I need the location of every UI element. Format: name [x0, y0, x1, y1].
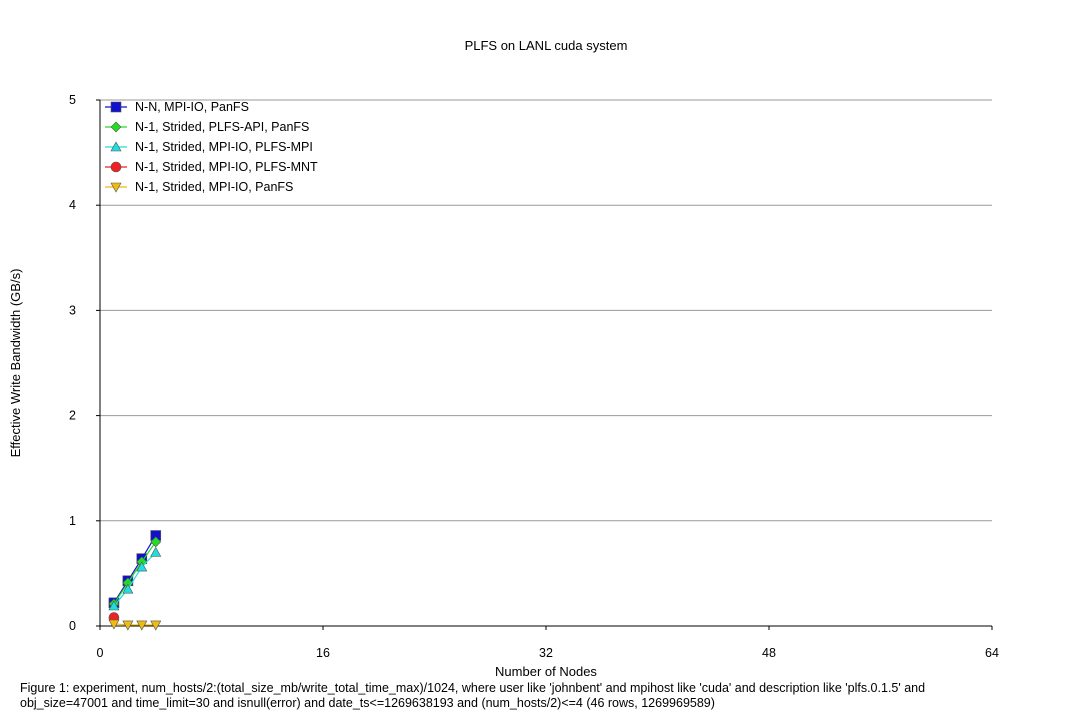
chart: 0 1 2 3 4 5 0 16 32 48 64 N-N, MPI-IO, PanFS N-1, S…: [8, 38, 999, 679]
legend-marker: [110, 101, 122, 113]
y-tick-label: 0: [69, 619, 76, 633]
legend-marker: [110, 161, 122, 173]
series-5: [108, 619, 162, 631]
figure-caption: Figure 1: experiment, num_hosts/2:(total…: [20, 681, 1080, 711]
y-tick-label: 3: [69, 303, 76, 317]
data-point: [122, 583, 134, 594]
caption-line-1: Figure 1: experiment, num_hosts/2:(total…: [20, 681, 926, 695]
data-point: [150, 546, 162, 557]
y-tick-label: 4: [69, 198, 76, 212]
y-axis-label: Effective Write Bandwidth (GB/s): [8, 269, 23, 458]
data-point: [122, 620, 134, 631]
y-tick-label: 2: [69, 409, 76, 423]
legend-entry: N-1, Strided, PLFS-API, PanFS: [105, 120, 309, 134]
x-tick-label: 0: [97, 646, 104, 660]
series-3: [108, 546, 162, 611]
data-point: [150, 620, 162, 631]
y-tick-label: 1: [69, 514, 76, 528]
legend-label: N-1, Strided, MPI-IO, PLFS-MPI: [135, 140, 313, 154]
legend-entry: N-1, Strided, MPI-IO, PLFS-MNT: [105, 160, 318, 174]
x-axis-label: Number of Nodes: [495, 664, 597, 679]
chart-title: PLFS on LANL cuda system: [465, 38, 628, 53]
legend-label: N-1, Strided, MPI-IO, PLFS-MNT: [135, 160, 318, 174]
legend: N-N, MPI-IO, PanFS N-1, Strided, PLFS-API…: [105, 100, 318, 194]
series-line: [113, 541, 157, 605]
series-line: [113, 623, 156, 626]
legend-marker: [110, 141, 122, 152]
x-tick-label: 64: [985, 646, 999, 660]
legend-label: N-1, Strided, MPI-IO, PanFS: [135, 180, 293, 194]
series: [108, 530, 162, 631]
x-tick-label: 32: [539, 646, 553, 660]
x-tick-label: 16: [316, 646, 330, 660]
series-line: [113, 535, 157, 604]
legend-entry: N-1, Strided, MPI-IO, PLFS-MPI: [105, 140, 313, 154]
data-point: [108, 619, 120, 630]
caption-line-2: obj_size=47001 and time_limit=30 and isn…: [20, 696, 715, 710]
series-line: [113, 551, 157, 607]
data-point: [136, 561, 148, 572]
legend-marker: [110, 121, 122, 133]
legend-marker: [110, 182, 122, 193]
legend-label: N-N, MPI-IO, PanFS: [135, 100, 249, 114]
x-tick-label: 48: [762, 646, 776, 660]
axis-ticks: 0 1 2 3 4 5 0 16 32 48 64: [69, 93, 999, 660]
grid: [100, 99, 992, 522]
legend-label: N-1, Strided, PLFS-API, PanFS: [135, 120, 309, 134]
legend-entry: N-N, MPI-IO, PanFS: [105, 100, 249, 114]
data-point: [136, 620, 148, 631]
y-tick-label: 5: [69, 93, 76, 107]
data-point: [108, 600, 120, 611]
legend-entry: N-1, Strided, MPI-IO, PanFS: [105, 180, 293, 194]
